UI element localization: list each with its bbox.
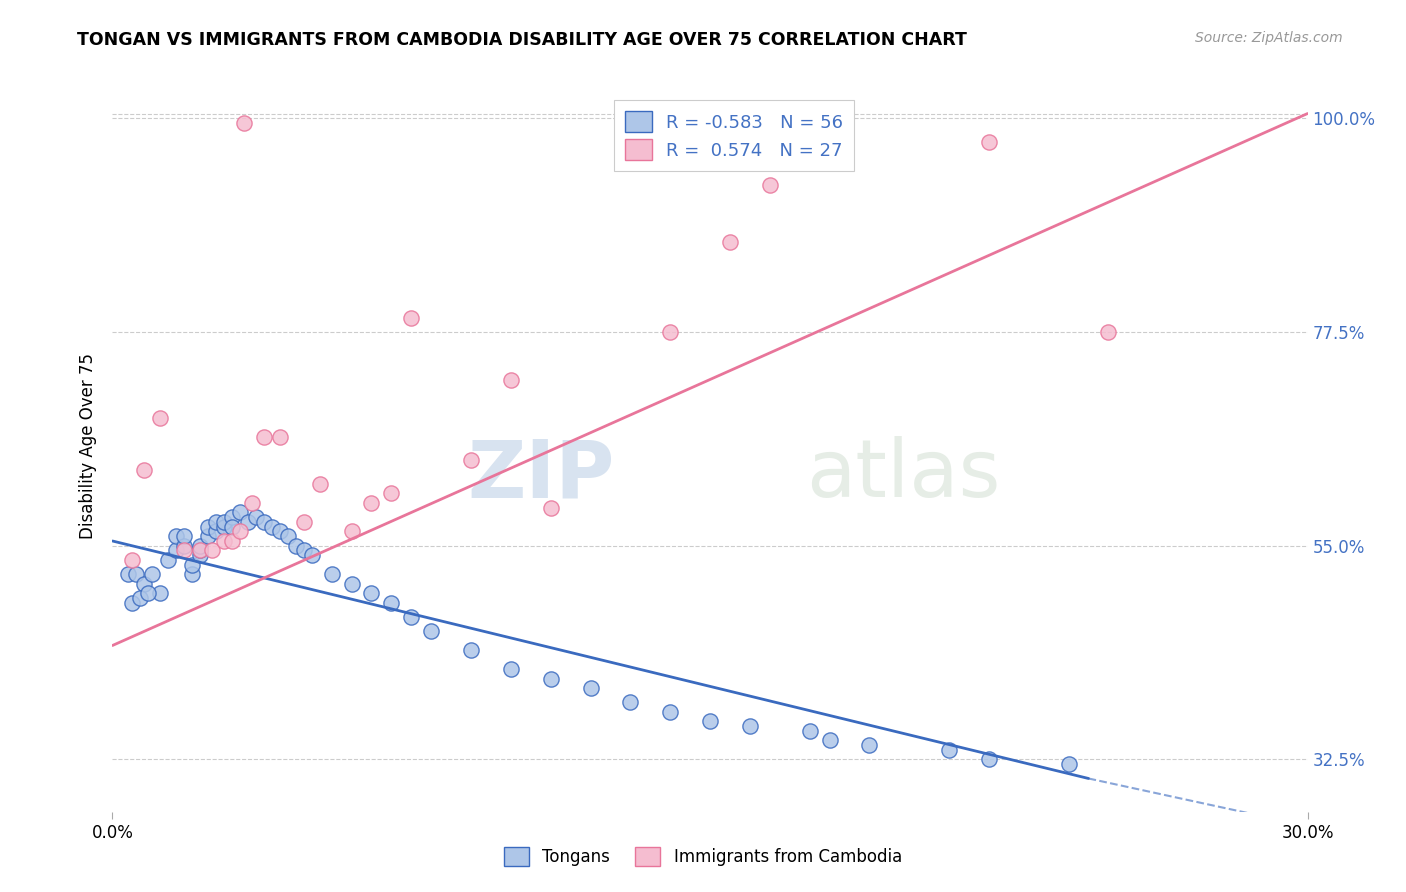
Point xyxy=(121,553,143,567)
Point xyxy=(121,596,143,610)
Point xyxy=(360,586,382,600)
Point xyxy=(260,520,283,534)
Point xyxy=(1097,325,1119,339)
Point xyxy=(134,463,156,477)
Point xyxy=(401,310,423,325)
Point xyxy=(141,567,163,582)
Point xyxy=(221,520,243,534)
Text: atlas: atlas xyxy=(806,436,1000,515)
Point xyxy=(799,723,821,738)
Point xyxy=(125,567,148,582)
Point xyxy=(245,510,267,524)
Point xyxy=(977,752,1000,766)
Point xyxy=(659,705,682,719)
Point xyxy=(759,178,782,192)
Point xyxy=(212,533,235,548)
Point xyxy=(540,672,562,686)
Point xyxy=(619,696,641,710)
Point xyxy=(301,548,323,562)
Point xyxy=(659,325,682,339)
Text: TONGAN VS IMMIGRANTS FROM CAMBODIA DISABILITY AGE OVER 75 CORRELATION CHART: TONGAN VS IMMIGRANTS FROM CAMBODIA DISAB… xyxy=(77,31,967,49)
Point xyxy=(277,529,299,543)
Point xyxy=(188,548,211,562)
Point xyxy=(205,524,228,539)
Point xyxy=(236,515,259,529)
Point xyxy=(221,533,243,548)
Y-axis label: Disability Age Over 75: Disability Age Over 75 xyxy=(79,353,97,539)
Point xyxy=(284,539,307,553)
Point xyxy=(420,624,443,639)
Legend: Tongans, Immigrants from Cambodia: Tongans, Immigrants from Cambodia xyxy=(498,840,908,873)
Point xyxy=(699,714,721,729)
Point xyxy=(977,135,1000,149)
Point xyxy=(205,515,228,529)
Point xyxy=(229,524,252,539)
Point xyxy=(221,510,243,524)
Point xyxy=(253,515,276,529)
Point xyxy=(188,543,211,558)
Legend: R = -0.583   N = 56, R =  0.574   N = 27: R = -0.583 N = 56, R = 0.574 N = 27 xyxy=(614,100,853,171)
Point xyxy=(149,410,172,425)
Point xyxy=(129,591,152,605)
Point xyxy=(858,738,880,752)
Point xyxy=(269,429,291,443)
Point xyxy=(197,529,219,543)
Point xyxy=(149,586,172,600)
Point xyxy=(360,496,382,510)
Point xyxy=(240,496,263,510)
Point xyxy=(718,235,741,249)
Point xyxy=(173,529,195,543)
Point xyxy=(292,515,315,529)
Point xyxy=(165,543,187,558)
Text: ZIP: ZIP xyxy=(467,436,614,515)
Point xyxy=(499,662,522,676)
Point xyxy=(380,596,402,610)
Point xyxy=(579,681,602,696)
Point xyxy=(308,477,330,491)
Point xyxy=(460,453,482,467)
Point xyxy=(340,576,363,591)
Point xyxy=(157,553,180,567)
Point xyxy=(212,520,235,534)
Point xyxy=(229,506,252,520)
Point xyxy=(173,543,195,558)
Point xyxy=(1057,757,1080,772)
Point xyxy=(165,529,187,543)
Point xyxy=(212,515,235,529)
Point xyxy=(173,539,195,553)
Point xyxy=(321,567,343,582)
Point xyxy=(540,500,562,515)
Point xyxy=(233,116,256,130)
Point xyxy=(197,520,219,534)
Point xyxy=(117,567,139,582)
Point xyxy=(134,576,156,591)
Point xyxy=(460,643,482,657)
Point xyxy=(738,719,761,733)
Point xyxy=(253,429,276,443)
Point xyxy=(138,586,160,600)
Point xyxy=(181,567,204,582)
Point xyxy=(201,543,224,558)
Point xyxy=(188,539,211,553)
Point xyxy=(292,543,315,558)
Point xyxy=(818,733,841,747)
Point xyxy=(380,486,402,500)
Point xyxy=(188,543,211,558)
Point xyxy=(269,524,291,539)
Point xyxy=(938,743,960,757)
Text: Source: ZipAtlas.com: Source: ZipAtlas.com xyxy=(1195,31,1343,45)
Point xyxy=(499,372,522,386)
Point xyxy=(340,524,363,539)
Point xyxy=(181,558,204,572)
Point xyxy=(401,610,423,624)
